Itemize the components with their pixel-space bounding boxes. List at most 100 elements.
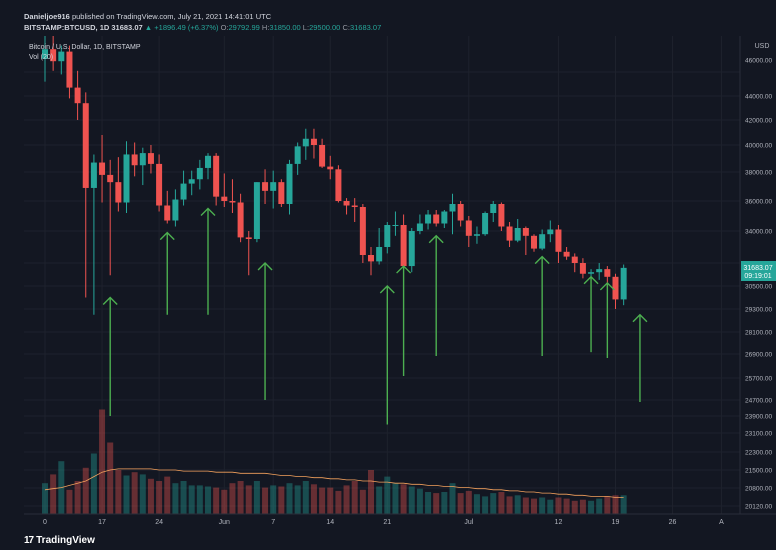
candle-body: [400, 225, 407, 267]
volume-bar: [555, 497, 562, 514]
volume-bar: [359, 489, 366, 514]
volume-bar: [368, 470, 374, 514]
candle-body: [490, 204, 497, 213]
candle-body: [107, 174, 114, 183]
last-price-label: 31683.07: [743, 265, 772, 272]
candle-body: [555, 229, 562, 252]
high-value: 31850.00: [269, 23, 301, 32]
volume-bar: [384, 476, 391, 514]
candle-body: [205, 155, 211, 168]
published-text: published on TradingView.com, July 21, 2…: [71, 12, 272, 21]
time-tick-label: Jun: [219, 519, 230, 526]
volume-bar: [620, 495, 627, 514]
candle-body: [302, 138, 309, 147]
arrow-head: [257, 262, 273, 271]
volume-bar: [107, 442, 114, 514]
volume-bar: [343, 485, 350, 514]
volume-bar: [66, 489, 73, 514]
candle-body: [58, 51, 65, 62]
price-tick-label: 25700.00: [745, 376, 772, 383]
chart-legend-title: Bitcoin / U.S. Dollar, 1D, BITSTAMP: [29, 44, 141, 51]
candlestick-chart[interactable]: 44000.00 42000.00 40000.00 38000.00 36000.00…: [0, 0, 776, 528]
arrow-head: [583, 275, 599, 285]
volume-bar: [156, 481, 163, 514]
candle-body: [457, 204, 464, 221]
volume-bar: [213, 487, 220, 514]
candle-body: [172, 199, 179, 221]
candle-body: [147, 153, 154, 164]
volume-bar: [172, 483, 179, 514]
volume-bar: [115, 470, 122, 514]
arrow-head: [102, 296, 118, 305]
candle-body: [319, 145, 326, 167]
candle-body: [278, 182, 285, 204]
time-scale[interactable]: 0 17 24 Jun 7 14 21 Jul 12 19 26 A: [43, 519, 724, 526]
volume-bar: [229, 483, 236, 514]
chart-grid: [24, 36, 740, 514]
symbol-ohlc-line: BITSTAMP:BTCUSD, 1D 31683.07 ▲ +1896.49 …: [24, 23, 381, 32]
price-scale[interactable]: 44000.00 42000.00 40000.00 38000.00 36000.00…: [745, 58, 772, 511]
volume-bar: [302, 481, 309, 514]
arrow-head: [396, 265, 412, 274]
price-tick-label: 28100.00: [745, 330, 772, 337]
candle-body: [482, 213, 489, 235]
candle-body: [66, 51, 73, 88]
price-tick-label: 24700.00: [745, 398, 772, 405]
volume-bar: [253, 481, 260, 514]
time-tick-label: Jul: [464, 519, 473, 526]
volume-bar: [612, 495, 619, 514]
candle-body: [563, 251, 570, 257]
published-line: Danieljoe916 published on TradingView.co…: [24, 12, 271, 21]
volume-bar: [547, 499, 554, 514]
arrow-head: [159, 231, 175, 241]
volume-bar: [473, 494, 480, 514]
volume-bar: [245, 485, 252, 514]
candle-body: [588, 272, 595, 274]
candle-body: [498, 204, 505, 227]
volume-bar: [221, 489, 228, 514]
volume-bar: [376, 486, 383, 514]
volume-bar: [310, 484, 317, 514]
candle-body: [131, 154, 138, 166]
candle-body: [115, 182, 122, 203]
candle-body: [433, 214, 440, 224]
price-tick-label: 44000.00: [745, 94, 772, 101]
candle-body: [253, 182, 260, 239]
low-value: 29500.00: [309, 23, 341, 32]
close-label: C:: [342, 23, 350, 32]
candle-body: [90, 162, 97, 188]
candle-body: [579, 263, 586, 274]
candle-body: [335, 169, 342, 201]
candle-body: [506, 226, 513, 241]
candle-body: [294, 146, 301, 164]
time-tick-label: 19: [612, 519, 620, 526]
arrow-head: [632, 313, 648, 323]
tradingview-logo[interactable]: 17 TradingView: [24, 535, 95, 546]
low-label: L:: [302, 23, 310, 32]
candle-body: [596, 269, 603, 273]
candle-body: [441, 211, 448, 224]
candle-body: [164, 205, 171, 221]
candle-body: [343, 201, 350, 206]
volume-bar: [270, 485, 277, 514]
volume-bar: [351, 481, 358, 514]
volume-bar: [506, 496, 513, 514]
candle-body: [123, 154, 130, 203]
volume-bar: [164, 476, 171, 514]
candle-body: [139, 153, 146, 166]
candle-body: [571, 256, 578, 263]
footer: 17 TradingView: [0, 528, 776, 550]
price-tick-label: 22300.00: [745, 450, 772, 457]
author-name[interactable]: Danieljoe916: [24, 12, 70, 21]
volume-bar: [327, 487, 334, 514]
volume-bar: [42, 483, 48, 514]
volume-bar: [278, 486, 285, 514]
candle-body: [425, 214, 432, 224]
volume-bar: [131, 472, 138, 514]
candle-body: [359, 207, 366, 255]
open-value: 29792.99: [228, 23, 260, 32]
candle-body: [245, 237, 252, 239]
price-tick-label: 20800.00: [745, 486, 772, 493]
volume-bar: [465, 490, 472, 514]
symbol-interval: BITSTAMP:BTCUSD, 1D: [24, 23, 110, 32]
